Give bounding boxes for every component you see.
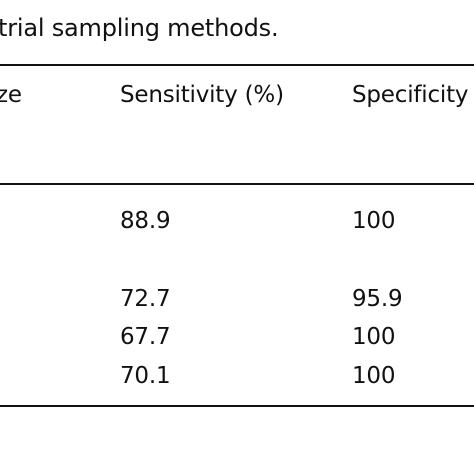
column-header-size: ze <box>0 82 22 108</box>
table-cell-specificity: 100 <box>352 363 396 389</box>
table-cell-sensitivity: 70.1 <box>120 363 171 389</box>
column-header-specificity: Specificity <box>352 82 469 108</box>
table-top-rule <box>0 64 474 66</box>
table-header-rule <box>0 183 474 185</box>
table-cell-sensitivity: 67.7 <box>120 324 171 350</box>
table-cell-specificity: 100 <box>352 208 396 234</box>
table-cell-sensitivity: 88.9 <box>120 208 171 234</box>
table-cell-specificity: 100 <box>352 324 396 350</box>
column-header-sensitivity: Sensitivity (%) <box>120 82 284 108</box>
table-bottom-rule <box>0 405 474 407</box>
table-caption: trial sampling methods. <box>0 14 279 42</box>
table-cell-sensitivity: 72.7 <box>120 286 171 312</box>
table-cell-specificity: 95.9 <box>352 286 403 312</box>
